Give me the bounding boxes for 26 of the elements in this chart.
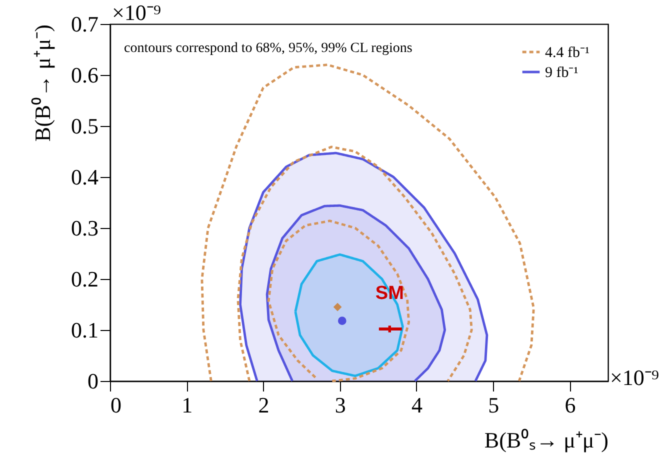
x-axis-title: B(B⁰ₛ→ μ⁺μ⁻) [484, 428, 608, 452]
annotation: ×10⁻⁹ [112, 0, 162, 25]
y-tick-label: 0.4 [71, 164, 98, 190]
x-tick-label: 1 [182, 392, 193, 418]
x-tick-label: 3 [334, 392, 346, 418]
point [338, 316, 346, 325]
line-series [200, 64, 535, 382]
x-tick-label: 5 [488, 392, 500, 418]
legend-label: 4.4 fb⁻¹ [545, 45, 590, 61]
text: ×10⁻⁹ [610, 365, 660, 390]
x-tick-label: 0 [110, 392, 122, 418]
y-axis-title: B(B⁰→ μ⁺μ⁻) [30, 24, 55, 142]
y-tick-label: 0.3 [71, 216, 98, 240]
y-tick-label: 0.5 [71, 114, 98, 138]
line-series [267, 220, 410, 382]
y-tick-label: 0.7 [71, 12, 98, 36]
point [333, 302, 342, 312]
x-tick-label: 6 [564, 392, 576, 418]
y-tick-label: 0 [88, 368, 98, 394]
y-tick-label: 0.2 [71, 266, 98, 292]
y-tick-label: 0.1 [71, 318, 98, 342]
annotation: contours correspond to 68%, 95%, 99% CL regions [124, 41, 412, 56]
legend-label: 9 fb⁻¹ [545, 65, 578, 81]
y-tick-label: 0.6 [71, 62, 98, 88]
x-tick-label: 4 [411, 392, 422, 418]
x-tick-label: 2 [258, 392, 270, 418]
